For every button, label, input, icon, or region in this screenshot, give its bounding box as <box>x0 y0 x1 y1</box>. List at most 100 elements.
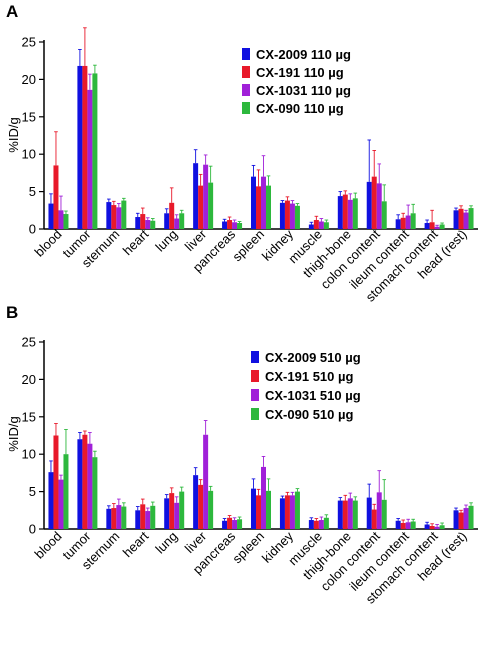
bar-sternum-series-1 <box>106 508 112 529</box>
bar-colon-content-series-4 <box>381 201 387 229</box>
y-tick-label: 15 <box>22 109 36 124</box>
bar-colon-content-series-4 <box>381 499 387 529</box>
bar-sternum-series-2 <box>111 508 117 529</box>
bar-ileum-content-series-3 <box>405 215 411 229</box>
y-tick-label: 15 <box>22 409 36 424</box>
bar-muscle-series-1 <box>308 520 314 529</box>
bar-tumor-series-4 <box>92 457 98 529</box>
x-tick-label: lung <box>152 227 180 255</box>
bar-head-rest--series-3 <box>463 212 469 229</box>
bar-liver-series-1 <box>193 163 199 229</box>
legend-label: CX-090 510 µg <box>265 407 353 422</box>
bar-head-rest--series-3 <box>463 508 469 529</box>
bar-kidney-series-4 <box>294 491 300 529</box>
bar-thigh-bone-series-2 <box>342 194 348 229</box>
bar-liver-series-4 <box>208 490 214 529</box>
legend-swatch <box>242 102 250 114</box>
bar-colon-content-series-3 <box>376 183 382 229</box>
legend-label: CX-1031 510 µg <box>265 388 361 403</box>
legend-label: CX-090 110 µg <box>256 101 344 116</box>
bar-pancreas-series-1 <box>222 221 228 229</box>
bar-muscle-series-2 <box>313 520 319 529</box>
bar-heart-series-3 <box>145 511 151 529</box>
y-tick-label: 10 <box>22 147 36 162</box>
bar-thigh-bone-series-1 <box>337 500 343 529</box>
bar-sternum-series-4 <box>121 200 127 229</box>
bar-colon-content-series-1 <box>366 181 372 229</box>
bar-colon-content-series-2 <box>371 176 377 229</box>
legend-swatch <box>242 66 250 78</box>
legend: CX-2009 110 µg CX-191 110 µg CX-1031 110 µ… <box>242 47 351 116</box>
bar-pancreas-series-2 <box>227 220 233 229</box>
legend-label: CX-191 510 µg <box>265 369 353 384</box>
x-tick-label: lung <box>152 529 180 557</box>
bar-heart-series-2 <box>140 214 146 229</box>
bar-thigh-bone-series-4 <box>352 198 358 229</box>
y-tick-label: 5 <box>29 484 36 499</box>
bar-heart-series-4 <box>150 505 156 529</box>
bar-colon-content-series-3 <box>376 492 382 529</box>
legend-label: CX-1031 110 µg <box>256 83 351 98</box>
bar-heart-series-3 <box>145 220 151 229</box>
legend-swatch <box>251 408 259 420</box>
bar-lung-series-1 <box>164 213 170 229</box>
y-tick-label: 25 <box>22 335 36 350</box>
bar-thigh-bone-series-4 <box>352 500 358 529</box>
bar-lung-series-1 <box>164 498 170 529</box>
bar-spleen-series-2 <box>256 186 261 229</box>
bar-lung-series-4 <box>179 213 185 229</box>
legend-swatch <box>251 389 259 401</box>
bar-blood-series-1 <box>48 203 54 229</box>
bar-thigh-bone-series-3 <box>347 498 353 529</box>
bar-kidney-series-4 <box>294 205 300 229</box>
bar-heart-series-1 <box>135 217 141 229</box>
bar-colon-content-series-1 <box>366 497 372 529</box>
y-axis-label: %ID/g <box>6 416 21 451</box>
bar-stomach-content-series-1 <box>424 524 430 529</box>
y-tick-label: 0 <box>29 522 36 537</box>
bar-muscle-series-3 <box>318 221 324 229</box>
bar-lung-series-4 <box>179 491 185 529</box>
bar-liver-series-2 <box>198 185 204 229</box>
bar-spleen-series-4 <box>266 185 271 229</box>
bar-sternum-series-3 <box>116 207 122 229</box>
legend-swatch <box>242 48 250 60</box>
y-tick-label: 5 <box>29 184 36 199</box>
bar-tumor-series-1 <box>77 65 83 229</box>
bar-stomach-content-series-4 <box>439 224 445 229</box>
bar-lung-series-3 <box>174 218 180 229</box>
bar-muscle-series-3 <box>318 520 324 529</box>
bar-lung-series-2 <box>169 202 175 229</box>
y-tick-label: 20 <box>22 372 36 387</box>
bar-tumor-series-1 <box>77 439 83 529</box>
bar-pancreas-series-4 <box>237 519 243 529</box>
bar-colon-content-series-2 <box>371 509 377 529</box>
bar-kidney-series-3 <box>289 203 295 229</box>
bar-stomach-content-series-4 <box>439 525 445 529</box>
bar-kidney-series-1 <box>279 498 285 529</box>
y-tick-label: 0 <box>29 222 36 237</box>
bar-kidney-series-3 <box>289 495 295 529</box>
legend-swatch <box>251 370 259 382</box>
bar-pancreas-series-2 <box>227 517 233 529</box>
y-tick-label: 10 <box>22 447 36 462</box>
bar-muscle-series-4 <box>323 222 329 229</box>
bar-pancreas-series-1 <box>222 520 228 529</box>
bar-spleen-series-3 <box>261 176 266 229</box>
bar-head-rest--series-2 <box>458 512 464 529</box>
bar-blood-series-1 <box>48 472 54 529</box>
bar-tumor-series-3 <box>87 89 93 229</box>
bar-thigh-bone-series-1 <box>337 196 343 229</box>
legend-swatch <box>242 84 250 96</box>
bar-kidney-series-2 <box>284 200 290 229</box>
bar-thigh-bone-series-3 <box>347 199 353 229</box>
bar-head-rest--series-1 <box>453 510 459 529</box>
legend-label: CX-191 110 µg <box>256 65 344 80</box>
bar-blood-series-2 <box>53 435 59 529</box>
bar-stomach-content-series-1 <box>424 223 430 229</box>
panel-label: B <box>6 303 18 322</box>
x-tick-label: blood <box>31 227 64 260</box>
